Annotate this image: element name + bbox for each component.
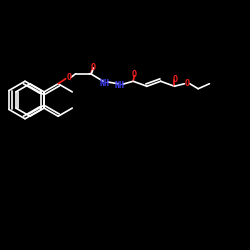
Text: O: O	[185, 79, 190, 88]
Text: NH: NH	[100, 79, 110, 88]
Text: O: O	[172, 75, 178, 84]
Text: O: O	[132, 70, 137, 80]
Text: O: O	[91, 63, 96, 72]
Text: O: O	[66, 73, 71, 82]
Text: NH: NH	[114, 81, 124, 90]
